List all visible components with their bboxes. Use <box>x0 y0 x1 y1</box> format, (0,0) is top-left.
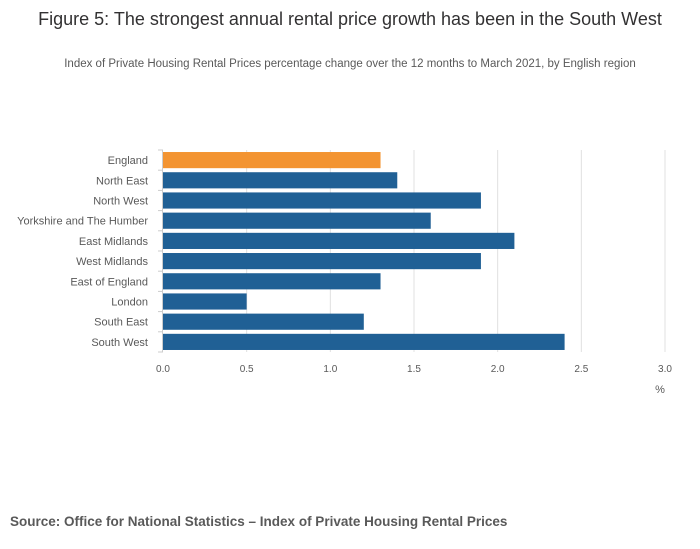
bar <box>163 212 431 229</box>
category-label: London <box>111 297 148 309</box>
bar <box>163 172 398 189</box>
bar <box>163 293 247 310</box>
bar <box>163 253 481 270</box>
x-tick-label: 2.0 <box>491 364 505 375</box>
category-label: Yorkshire and The Humber <box>17 216 148 228</box>
x-tick-label: 0.5 <box>240 364 254 375</box>
bar <box>163 273 381 290</box>
x-tick-label: 3.0 <box>658 364 672 375</box>
category-label: East Midlands <box>79 236 149 248</box>
chart-title: Figure 5: The strongest annual rental pr… <box>38 9 662 29</box>
x-tick-label: 0.0 <box>156 364 170 375</box>
source-note: Source: Office for National Statistics –… <box>10 514 508 529</box>
x-tick-label: 2.5 <box>574 364 588 375</box>
x-axis-label: % <box>655 384 665 396</box>
category-label: North East <box>96 175 148 187</box>
category-label: East of England <box>70 276 148 288</box>
category-label: South East <box>94 317 148 329</box>
x-tick-label: 1.0 <box>323 364 337 375</box>
bar <box>163 333 565 350</box>
category-label: England <box>108 155 148 167</box>
chart-subtitle: Index of Private Housing Rental Prices p… <box>64 58 636 70</box>
category-label: West Midlands <box>76 256 148 268</box>
category-label: South West <box>91 337 148 349</box>
bar <box>163 152 381 169</box>
x-tick-label: 1.5 <box>407 364 421 375</box>
bar <box>163 232 515 249</box>
bar <box>163 313 364 330</box>
category-label: North West <box>93 196 148 208</box>
bar-chart: 0.0 0.5 1.0 1.5 2.0 2.5 3.0 England North East No… <box>17 149 672 396</box>
bar <box>163 192 481 209</box>
